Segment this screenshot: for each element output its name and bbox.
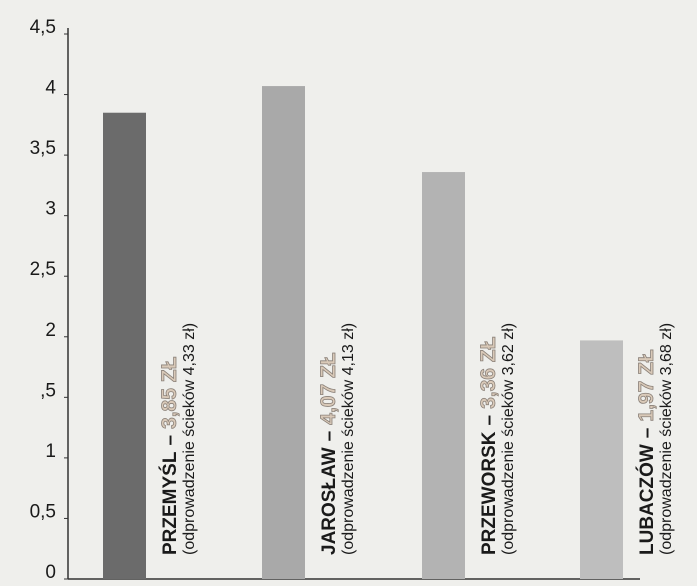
value-label: 3,85 ZŁ bbox=[158, 356, 181, 429]
category-label: PRZEMYŚL bbox=[159, 451, 181, 555]
value-label: 4,07 ZŁ bbox=[317, 352, 340, 425]
y-tick-label: 1 bbox=[45, 441, 56, 462]
separator: – bbox=[479, 415, 500, 426]
note: (odprowadzenie ścieków 3,68 zł) bbox=[658, 323, 675, 555]
separator: – bbox=[319, 431, 340, 442]
y-tick-label: 0 bbox=[45, 562, 56, 583]
y-tick-label: 4 bbox=[45, 78, 56, 99]
y-tick-label: 4,5 bbox=[30, 17, 56, 38]
note: (odprowadzenie ścieków 4,33 zł) bbox=[181, 323, 198, 555]
category-label: PRZEWORSK bbox=[479, 431, 500, 555]
bar bbox=[422, 172, 465, 580]
y-tick-label: 3 bbox=[45, 199, 56, 220]
y-tick-label: 2,5 bbox=[30, 259, 56, 280]
bar-label: JAROSŁAW – 4,07 ZŁ bbox=[317, 352, 340, 555]
category-label: JAROSŁAW bbox=[319, 447, 340, 555]
bar bbox=[580, 340, 623, 579]
y-tick-label: ,5 bbox=[40, 380, 56, 401]
separator: – bbox=[637, 428, 658, 439]
y-tick-label: 2 bbox=[45, 320, 56, 341]
bar bbox=[262, 86, 305, 580]
note: (odprowadzenie ścieków 3,62 zł) bbox=[500, 323, 517, 555]
bar bbox=[103, 112, 146, 579]
note: (odprowadzenie ścieków 4,13 zł) bbox=[340, 323, 357, 555]
y-tick-label: 3,5 bbox=[30, 138, 56, 159]
bar-label: PRZEWORSK – 3,36 ZŁ bbox=[477, 336, 500, 555]
separator: – bbox=[160, 435, 181, 446]
y-tick-label: 0,5 bbox=[30, 501, 56, 522]
value-label: 1,97 ZŁ bbox=[635, 349, 658, 422]
bar-label: PRZEMYŚL – 3,85 ZŁ bbox=[158, 356, 181, 555]
bar-label: LUBACZÓW – 1,97 ZŁ bbox=[635, 349, 658, 555]
value-label: 3,36 ZŁ bbox=[477, 336, 500, 409]
category-label: LUBACZÓW bbox=[636, 444, 658, 555]
